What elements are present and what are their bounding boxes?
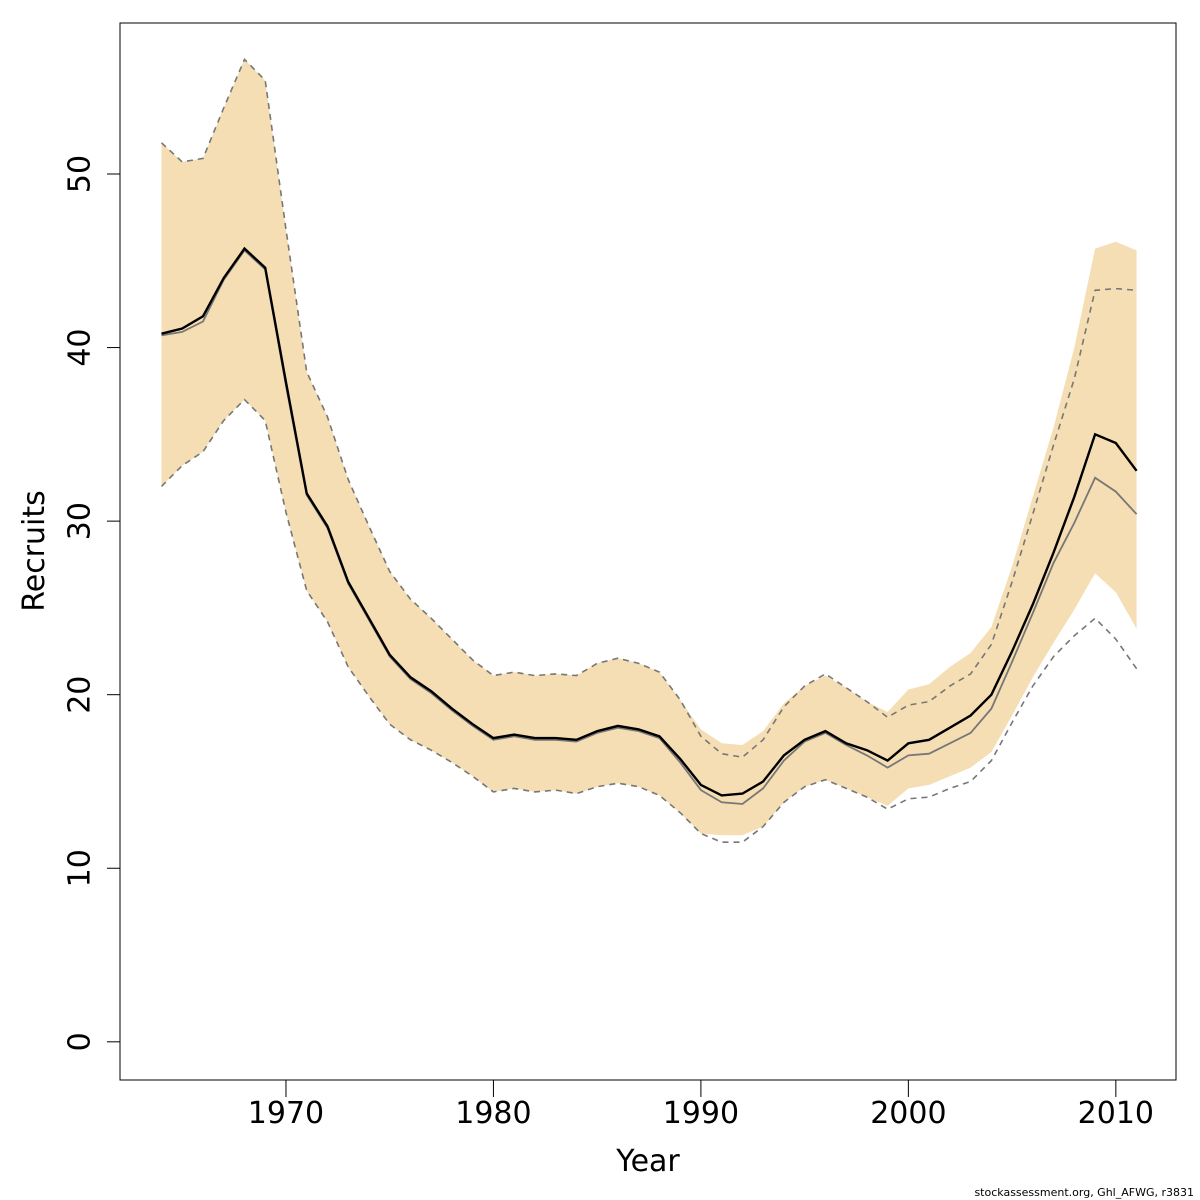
- y-tick-label: 10: [63, 849, 98, 887]
- y-tick-label: 20: [63, 676, 98, 714]
- x-tick-label: 1970: [248, 1096, 324, 1131]
- y-tick-label: 50: [63, 155, 98, 193]
- x-axis-title: Year: [615, 1144, 680, 1179]
- dashed-lower-line: [160, 398, 1138, 844]
- y-axis: 0 10 20 30 40 50: [63, 155, 121, 1051]
- y-axis-title: Recruits: [17, 490, 52, 612]
- x-tick-label: 1980: [455, 1096, 531, 1131]
- dashed-upper-line: [160, 57, 1137, 759]
- y-tick-label: 30: [63, 502, 98, 540]
- x-tick-label: 1990: [663, 1096, 739, 1131]
- y-tick-label: 40: [63, 328, 98, 366]
- series-lines: [161, 246, 1138, 805]
- x-tick-label: 2010: [1078, 1096, 1154, 1131]
- x-axis: 1970 1980 1990 2000 2010: [248, 1079, 1154, 1131]
- band-area: [161, 59, 1137, 836]
- x-tick-label: 2000: [870, 1096, 946, 1131]
- y-tick-label: 0: [63, 1032, 98, 1051]
- dashed-interval-lines: [160, 57, 1138, 844]
- confidence-band: [161, 59, 1137, 836]
- main-line: [161, 246, 1138, 797]
- credit-text: stockassessment.org, Ghl_AFWG, r3831: [974, 1186, 1194, 1199]
